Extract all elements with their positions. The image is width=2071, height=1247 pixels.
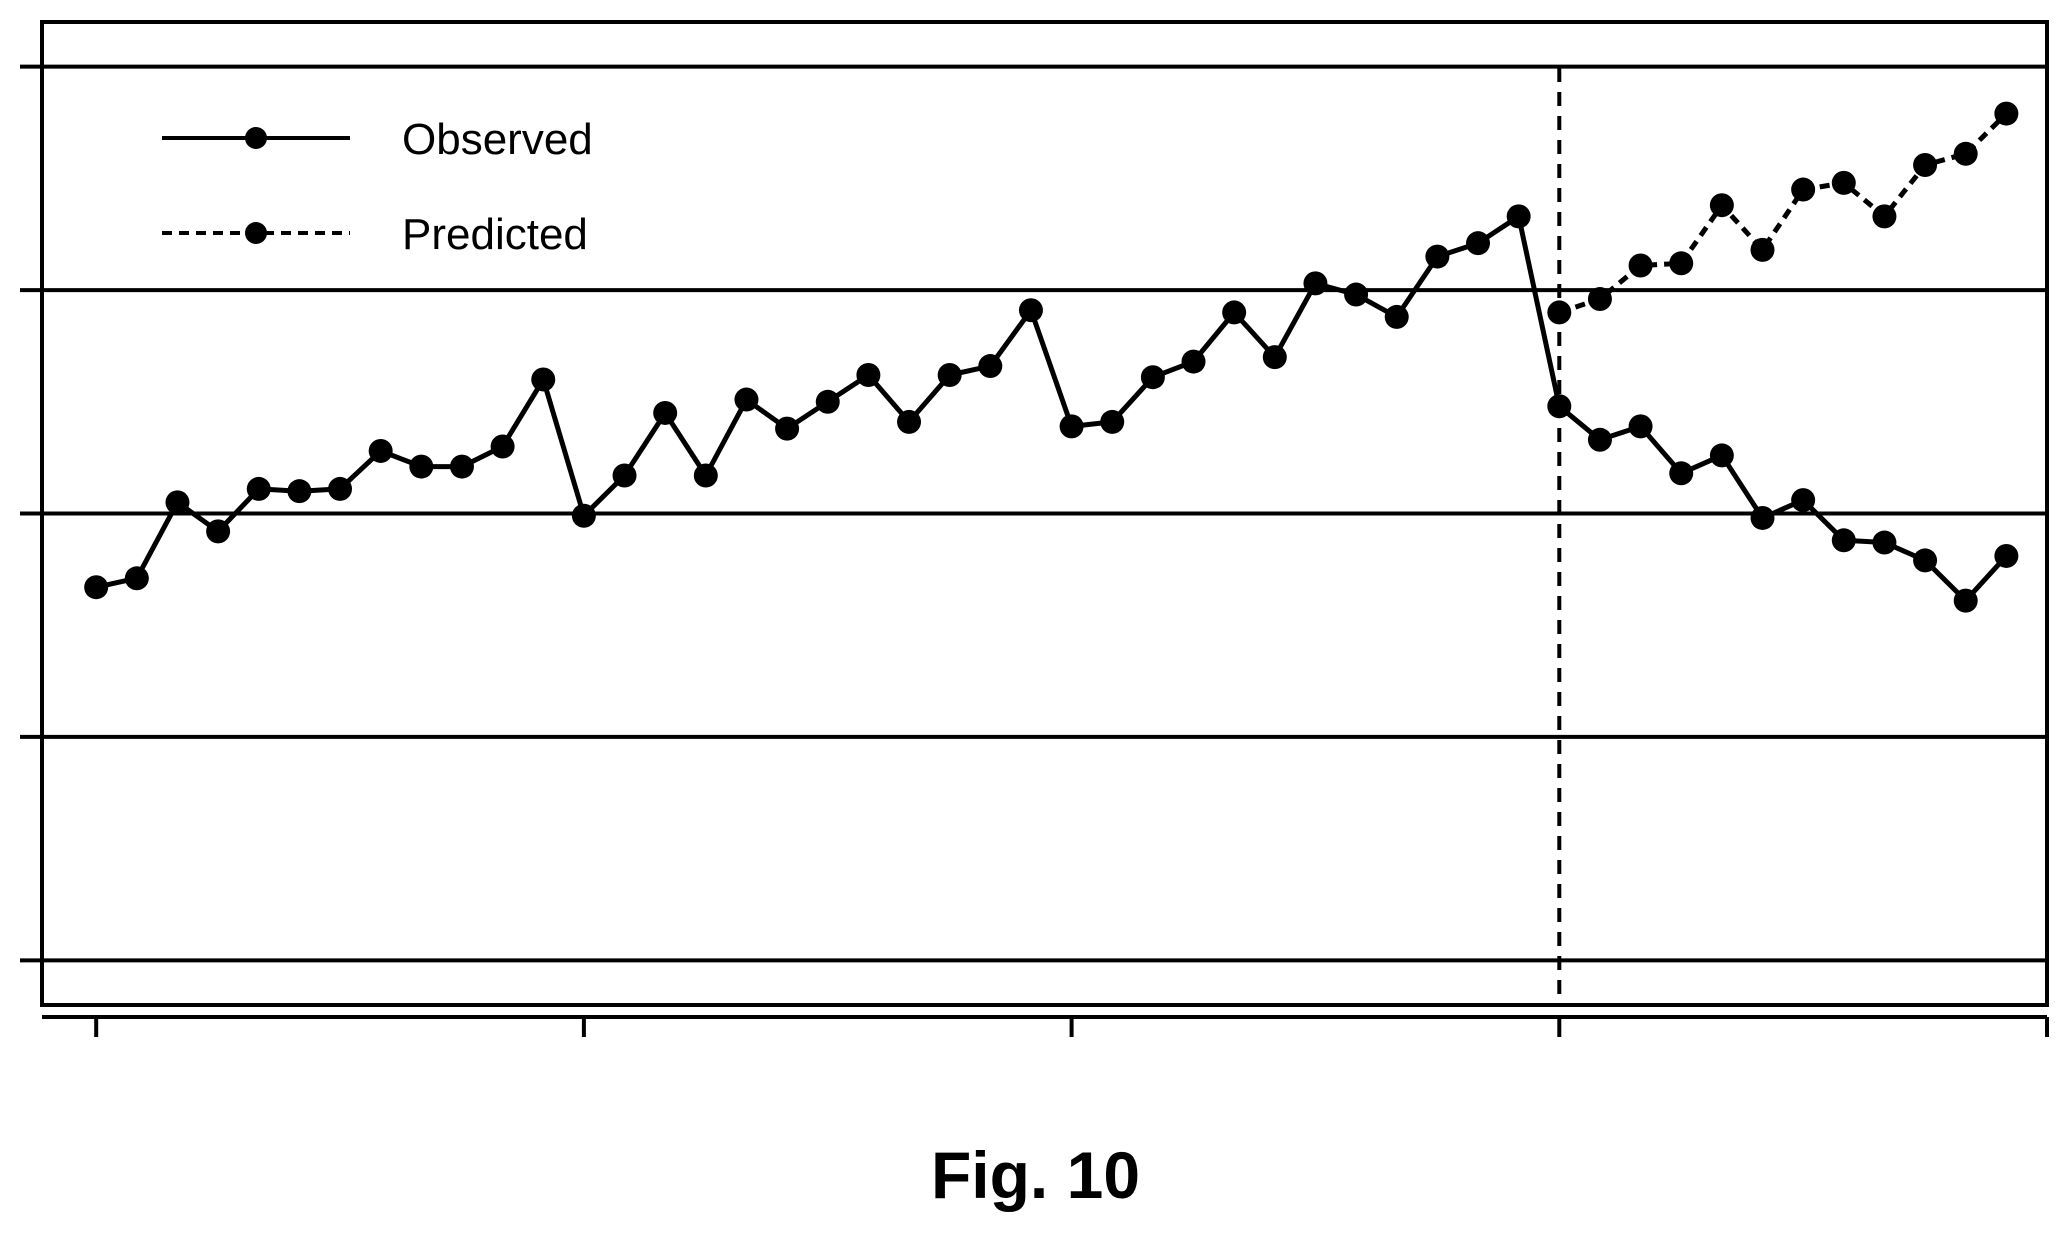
predicted-point-6	[1791, 177, 1816, 202]
observed-point-8	[409, 454, 434, 479]
observed-point-36	[1547, 394, 1572, 419]
predicted-line	[1558, 111, 2009, 315]
observed-point-5	[287, 479, 312, 504]
predicted-point-0	[1547, 300, 1572, 325]
observed-point-45	[1913, 548, 1938, 573]
observed-point-16	[734, 387, 759, 412]
figure-caption: Fig. 10	[930, 1138, 1141, 1212]
legend-observed-label: Observed	[402, 115, 593, 164]
observed-point-47	[1994, 543, 2019, 568]
observed-point-46	[1953, 588, 1978, 613]
observed-point-14	[653, 400, 678, 425]
observed-point-15	[693, 463, 718, 488]
observed-point-13	[612, 463, 637, 488]
observed-point-1	[124, 566, 149, 591]
observed-point-26	[1140, 365, 1165, 390]
observed-point-25	[1100, 409, 1125, 434]
observed-point-23	[1018, 298, 1043, 323]
observed-point-40	[1709, 443, 1734, 468]
y-axis-ticks	[20, 64, 42, 963]
observed-point-0	[84, 575, 109, 600]
legend-predicted-label: Predicted	[402, 210, 588, 259]
observed-point-38	[1628, 414, 1653, 439]
gridlines	[42, 64, 2047, 963]
observed-point-2	[165, 490, 190, 515]
observed-point-41	[1750, 505, 1775, 530]
predicted-point-1	[1587, 287, 1612, 312]
observed-point-17	[775, 416, 800, 441]
predicted-point-2	[1628, 253, 1653, 278]
observed-point-42	[1791, 488, 1816, 513]
observed-point-30	[1303, 271, 1328, 296]
predicted-point-9	[1913, 152, 1938, 177]
observed-point-44	[1872, 530, 1897, 555]
legend-entry-predicted: Predicted	[162, 210, 588, 259]
observed-point-10	[490, 434, 515, 459]
observed-point-7	[368, 438, 393, 463]
predicted-point-5	[1750, 237, 1775, 262]
legend-predicted-marker	[245, 222, 267, 244]
observed-point-37	[1587, 427, 1612, 452]
legend-observed-marker	[245, 127, 267, 149]
x-axis	[42, 1015, 2049, 1037]
observed-point-9	[449, 454, 474, 479]
observed-point-11	[531, 367, 556, 392]
legend-entry-observed: Observed	[162, 115, 593, 164]
observed-point-21	[937, 362, 962, 387]
series-observed	[84, 204, 2019, 613]
observed-point-19	[856, 362, 881, 387]
observed-point-28	[1222, 300, 1247, 325]
predicted-point-7	[1831, 170, 1856, 195]
observed-point-32	[1384, 304, 1409, 329]
predicted-point-3	[1669, 251, 1694, 276]
predicted-point-8	[1872, 204, 1897, 229]
observed-point-22	[978, 354, 1003, 379]
plot-frame	[40, 20, 2049, 1007]
observed-point-33	[1425, 244, 1450, 269]
observed-point-3	[206, 519, 231, 544]
observed-point-39	[1669, 461, 1694, 486]
observed-line	[95, 213, 2009, 604]
observed-point-6	[328, 476, 353, 501]
observed-point-43	[1831, 528, 1856, 553]
predicted-point-4	[1709, 193, 1734, 218]
observed-point-27	[1181, 349, 1206, 374]
observed-point-18	[815, 389, 840, 414]
observed-point-35	[1506, 204, 1531, 229]
predicted-point-11	[1994, 101, 2019, 126]
observed-point-24	[1059, 414, 1084, 439]
observed-point-29	[1262, 345, 1287, 370]
legend: Observed Predicted	[162, 115, 593, 259]
observed-point-31	[1344, 282, 1369, 307]
series-predicted	[1547, 101, 2019, 325]
observed-point-34	[1466, 231, 1491, 256]
observed-point-12	[571, 503, 596, 528]
observed-point-20	[897, 409, 922, 434]
observed-point-4	[246, 476, 271, 501]
predicted-point-10	[1953, 141, 1978, 166]
